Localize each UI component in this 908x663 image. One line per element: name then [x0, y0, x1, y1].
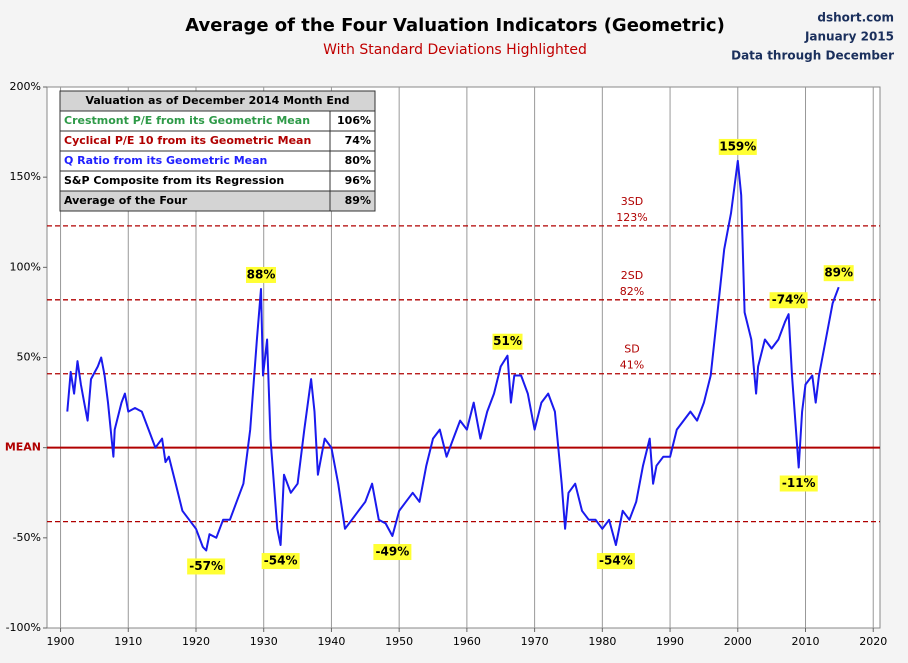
annotation: -54% [264, 554, 298, 568]
chart-title: Average of the Four Valuation Indicators… [185, 15, 725, 36]
x-tick-label: 1950 [385, 635, 413, 648]
x-tick-label: 1980 [588, 635, 616, 648]
chart-subtitle: With Standard Deviations Highlighted [323, 42, 587, 58]
annotation-box [779, 475, 818, 492]
source: January 2015 [804, 30, 894, 44]
annotation-box [823, 265, 854, 282]
annotation-box [261, 553, 300, 570]
x-tick-label: 2020 [859, 635, 887, 648]
x-tick-label: 1930 [250, 635, 278, 648]
table-label: Q Ratio from its Geometric Mean [64, 154, 267, 167]
annotation-box [492, 333, 523, 350]
table-value: 80% [345, 154, 371, 167]
x-tick-label: 1900 [47, 635, 75, 648]
table-value: 74% [345, 134, 371, 147]
sd-name: 2SD [621, 269, 643, 282]
x-tick-label: 1920 [182, 635, 210, 648]
x-tick-label: 1940 [317, 635, 345, 648]
y-tick-label: 100% [10, 260, 41, 273]
annotation: -57% [189, 559, 223, 573]
annotation: -49% [376, 545, 410, 559]
annotation-box [373, 544, 412, 561]
x-tick-label: 1990 [656, 635, 684, 648]
y-tick-label: 200% [10, 80, 41, 93]
sd-label: 41% [620, 359, 644, 372]
annotation: 159% [719, 139, 756, 153]
annotation: 89% [824, 266, 853, 280]
source: Data through December [731, 49, 894, 63]
annotation: -74% [772, 293, 806, 307]
annotation-box [718, 138, 757, 155]
annotation: 51% [493, 334, 522, 348]
annotation-box [596, 553, 635, 570]
table-label: Cyclical P/E 10 from its Geometric Mean [64, 134, 311, 147]
y-tick-label: -50% [13, 531, 41, 544]
table-label: S&P Composite from its Regression [64, 174, 284, 187]
series-line [66, 159, 840, 552]
sd-name: SD [624, 343, 639, 356]
annotation-box [769, 292, 808, 309]
sd-name: 3SD [621, 195, 643, 208]
source: dshort.com [817, 11, 894, 25]
table-value: 96% [345, 174, 371, 187]
table-value: 106% [337, 114, 371, 127]
table-header-text: Valuation as of December 2014 Month End [85, 94, 349, 107]
sd-label: 82% [620, 285, 644, 298]
x-tick-label: 1960 [453, 635, 481, 648]
x-tick-label: 2010 [792, 635, 820, 648]
annotation-box [246, 266, 277, 283]
x-tick-label: 1970 [521, 635, 549, 648]
annotation: -54% [599, 554, 633, 568]
table-cell [329, 190, 376, 212]
table-label: Average of the Four [64, 194, 188, 207]
y-tick-label: 150% [10, 170, 41, 183]
mean-label: MEAN [5, 441, 41, 454]
sd-label: 123% [616, 211, 647, 224]
annotation: 88% [247, 267, 276, 281]
table-value: 89% [345, 194, 371, 207]
x-tick-label: 2000 [724, 635, 752, 648]
y-tick-label: 50% [17, 351, 41, 364]
annotation: -11% [782, 476, 816, 490]
y-tick-label: -100% [6, 621, 41, 634]
x-tick-label: 1910 [114, 635, 142, 648]
table-label: Crestmont P/E from its Geometric Mean [64, 114, 310, 127]
annotation-box [187, 558, 226, 575]
